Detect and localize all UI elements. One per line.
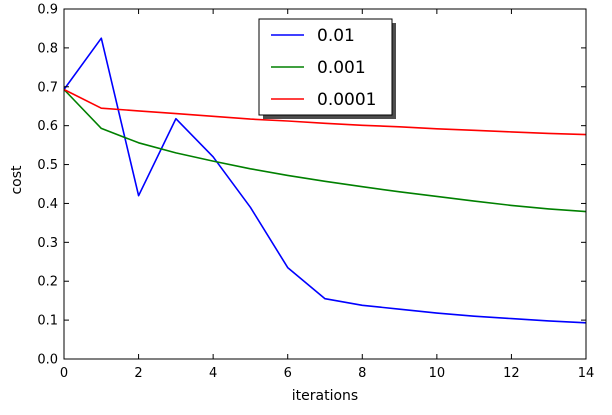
x-tick-label: 14: [578, 366, 595, 381]
x-axis-label: iterations: [292, 388, 358, 404]
y-tick-label: 0.1: [37, 314, 58, 329]
y-tick-label: 0.0: [37, 353, 58, 368]
y-tick-label: 0.9: [37, 3, 58, 18]
x-tick-label: 8: [358, 366, 366, 381]
plot-area: 0 2 4 6 8 10 12 14 0.0 0.1 0.2 0.3 0.4 0.5 0.6 0.7 0.8 0.…: [37, 3, 594, 382]
y-tick-label: 0.5: [37, 158, 58, 173]
legend-label-2: 0.0001: [317, 90, 376, 110]
x-tick-label: 2: [134, 366, 142, 381]
y-tick-label: 0.4: [37, 197, 58, 212]
series-line-1: [63, 88, 587, 213]
y-tick-label: 0.3: [37, 236, 58, 251]
legend-label-0: 0.01: [317, 26, 355, 46]
series-line-2: [63, 88, 587, 136]
y-tick-label: 0.7: [37, 80, 58, 95]
x-tick-label: 6: [284, 366, 292, 381]
x-tick-label: 4: [209, 366, 217, 381]
x-tick-label: 12: [503, 366, 520, 381]
x-tick-label: 0: [60, 366, 68, 381]
x-tick-label: 10: [429, 366, 446, 381]
y-axis-label: cost: [9, 165, 25, 195]
y-tick-label: 0.6: [37, 119, 58, 134]
y-tick-label: 0.2: [37, 275, 58, 290]
legend-label-1: 0.001: [317, 58, 366, 78]
series-line-0: [63, 37, 587, 324]
plot-frame: [63, 8, 587, 360]
y-tick-label: 0.8: [37, 41, 58, 56]
